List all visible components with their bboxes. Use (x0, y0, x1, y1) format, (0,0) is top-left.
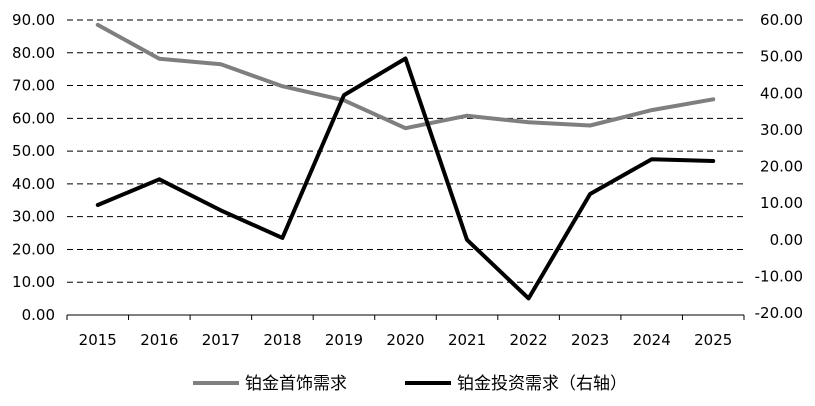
y-right-tick-label: 10.00 (760, 194, 803, 212)
x-tick-label: 2015 (79, 331, 117, 349)
y-right-tick-label: -20.00 (755, 304, 803, 322)
y-left-tick-label: 90.00 (12, 11, 55, 29)
y-right-tick-label: 60.00 (760, 11, 803, 29)
y-left-tick-label: 30.00 (12, 208, 55, 226)
x-tick-label: 2025 (694, 331, 732, 349)
x-tick-label: 2017 (202, 331, 240, 349)
series-line-jewelry (98, 25, 713, 128)
legend-item-jewelry-label: 铂金首饰需求 (245, 374, 347, 394)
y-right-tick-label: 20.00 (760, 158, 803, 176)
x-tick-label: 2024 (633, 331, 671, 349)
x-tick-label: 2016 (140, 331, 178, 349)
x-tick-label: 2022 (509, 331, 547, 349)
y-left-tick-label: 50.00 (12, 142, 55, 160)
legend-item-investment-label: 铂金投资需求（右轴） (457, 374, 627, 394)
y-right-tick-label: 50.00 (760, 48, 803, 66)
x-tick-label: 2018 (263, 331, 301, 349)
y-left-tick-label: 20.00 (12, 240, 55, 258)
y-right-tick-label: -10.00 (755, 267, 803, 285)
y-left-tick-label: 60.00 (12, 109, 55, 127)
y-left-tick-label: 70.00 (12, 77, 55, 95)
y-left-tick-label: 0.00 (22, 306, 55, 324)
y-right-tick-label: 0.00 (770, 231, 803, 249)
y-left-tick-label: 40.00 (12, 175, 55, 193)
x-tick-label: 2019 (325, 331, 363, 349)
x-tick-label: 2021 (448, 331, 486, 349)
series-line-investment (98, 59, 713, 299)
y-left-tick-label: 80.00 (12, 44, 55, 62)
x-tick-label: 2020 (386, 331, 424, 349)
y-left-tick-label: 10.00 (12, 273, 55, 291)
y-right-tick-label: 30.00 (760, 121, 803, 139)
y-right-tick-label: 40.00 (760, 84, 803, 102)
x-tick-label: 2023 (571, 331, 609, 349)
